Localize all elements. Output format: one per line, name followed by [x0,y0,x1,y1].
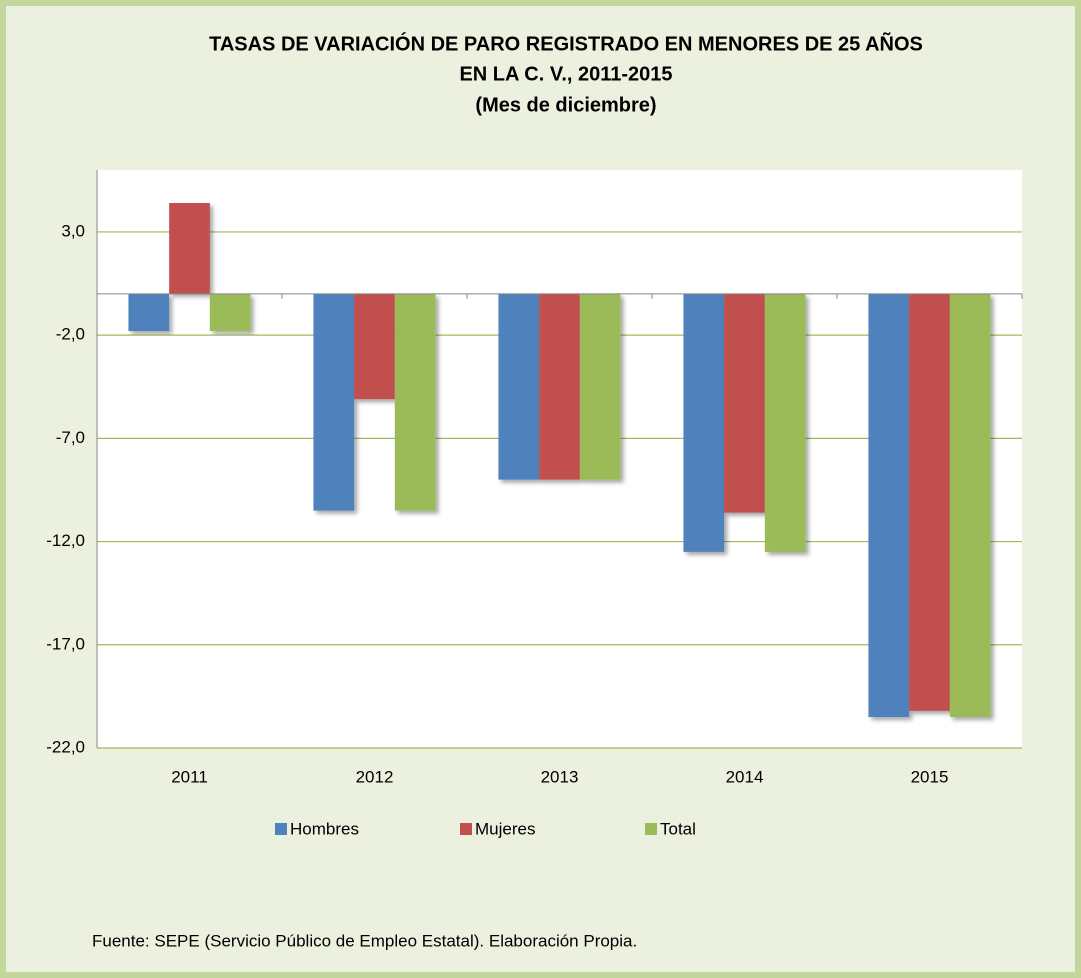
bar [539,293,580,480]
x-tick-label: 2014 [726,767,764,786]
legend-label: Total [660,819,696,838]
bar [868,293,910,718]
chart-subtitle: (Mes de diciembre) [475,94,656,116]
x-tick-label: 2012 [356,767,394,786]
bar [313,293,355,511]
bar [209,293,251,332]
legend-swatch [275,823,287,835]
legend-swatch [460,823,472,835]
chart-title: TASAS DE VARIACIÓN DE PARO REGISTRADO EN… [209,31,923,55]
bar [498,293,540,480]
bar [724,293,765,513]
chart-subtitle: EN LA C. V., 2011-2015 [459,63,672,85]
x-tick-label: 2015 [911,767,949,786]
y-tick-label: -12,0 [46,531,85,550]
bar [909,293,950,711]
bar [128,293,170,332]
y-tick-label: -2,0 [56,325,85,344]
x-tick-label: 2013 [541,767,579,786]
y-tick-label: 3,0 [61,221,85,240]
bar [579,293,621,480]
legend-label: Hombres [290,819,359,838]
y-tick-label: -22,0 [46,737,85,756]
source-note: Fuente: SEPE (Servicio Público de Empleo… [92,931,637,950]
x-tick-label: 2011 [171,767,208,786]
bar [394,293,436,511]
bar [683,293,725,552]
y-tick-label: -17,0 [46,634,85,653]
bar [354,293,395,400]
bar [169,203,210,294]
bar [949,293,991,718]
legend-swatch [645,823,657,835]
bar [764,293,806,552]
y-tick-label: -7,0 [56,428,85,447]
legend-label: Mujeres [475,819,535,838]
